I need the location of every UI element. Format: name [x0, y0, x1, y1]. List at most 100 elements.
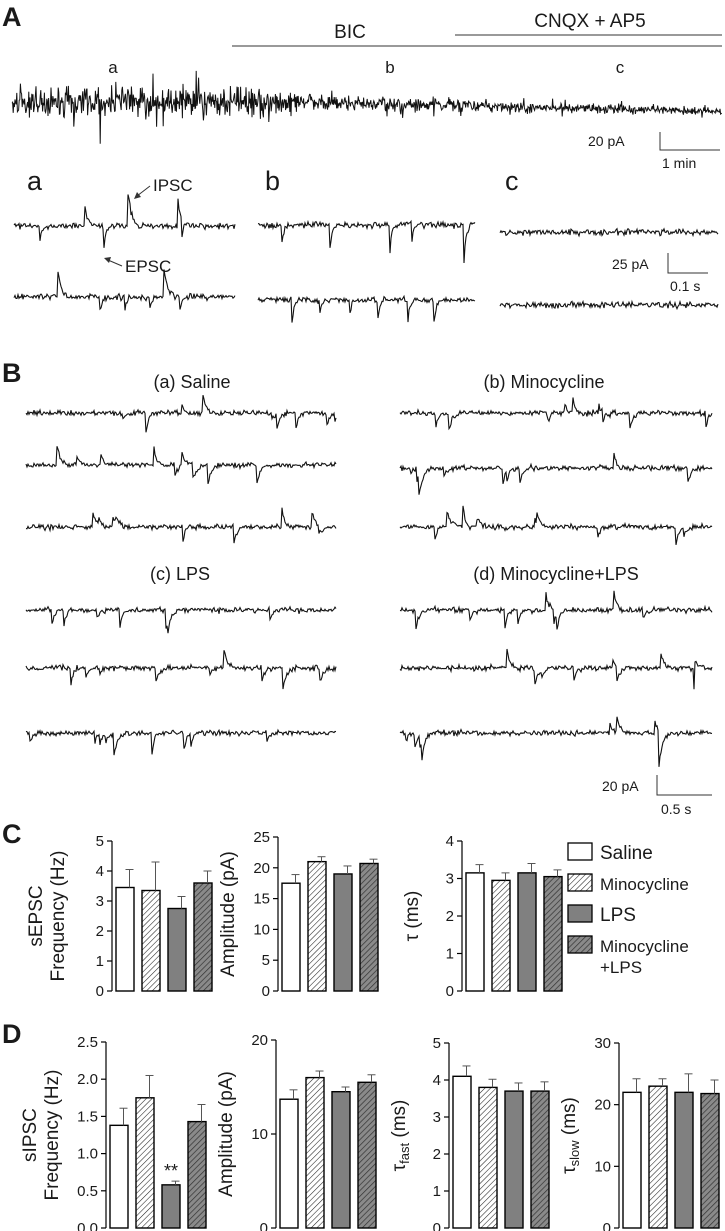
significance-label: **: [164, 1161, 178, 1181]
y-axis-label-2: Frequency (Hz): [48, 851, 69, 982]
panel-b-letter: B: [2, 358, 22, 388]
y-axis-label-2: Frequency (Hz): [42, 1070, 63, 1201]
cnqx-label: CNQX + AP5: [534, 11, 645, 32]
y-tick-label: 5: [262, 952, 270, 969]
y-tick-label: 30: [594, 1035, 611, 1052]
segment-label-c: c: [616, 58, 625, 77]
ipsc-label: IPSC: [153, 176, 193, 195]
y-tick-label: 3: [96, 893, 104, 910]
bar-saline: [281, 882, 301, 992]
bar-saline: [622, 1091, 642, 1229]
bic-label: BIC: [334, 22, 366, 43]
long-recording-trace: [11, 70, 723, 144]
y-tick-label: 2: [433, 1146, 441, 1163]
legend-label-minocycline: Minocycline: [600, 875, 689, 894]
trace-saline-3: [25, 507, 337, 544]
y-tick-label: 2: [446, 908, 454, 925]
group-title-minocycline-lps: (d) Minocycline+LPS: [473, 564, 639, 584]
ipsc-arrow: [136, 185, 151, 197]
inset-b-trace-1: [257, 219, 476, 264]
y-axis-label: Amplitude (pA): [216, 1071, 237, 1197]
y-tick-label: 25: [253, 829, 270, 846]
trace-minocycline-1: [399, 397, 713, 431]
bar-lps: [167, 907, 187, 992]
y-tick-label: 0: [96, 983, 104, 1000]
segment-label-a: a: [108, 58, 118, 77]
scale-inset-time: 0.1 s: [670, 278, 700, 294]
chart-d-amp: 0 10 20 Amplitude (pA): [216, 1032, 377, 1231]
bar-saline: [279, 1098, 299, 1229]
bar-minocycline-lps: [187, 1120, 207, 1229]
bar-lps: [331, 1090, 351, 1229]
y-tick-label: 1: [446, 946, 454, 963]
scale-inset-amp: 25 pA: [612, 256, 649, 272]
trace-minocycline-lps-3: [399, 716, 713, 767]
trace-minocycline-lps-2: [399, 648, 713, 690]
y-tick-label: 10: [251, 1126, 268, 1143]
bar-minocycline-lps: [193, 882, 213, 992]
bar-minocycline-lps: [359, 862, 379, 992]
y-tick-label: 2.5: [77, 1034, 98, 1051]
y-tick-label: 10: [253, 921, 270, 938]
y-tick-label: 10: [594, 1158, 611, 1175]
chart-d-freq: 0.0 0.5 1.0 1.5 2.0 2.5 sIPSC Frequency (Hz) **: [20, 1034, 207, 1231]
bar-minocycline: [307, 860, 327, 992]
inset-letter-a: a: [27, 166, 43, 196]
inset-a-trace-2: [13, 269, 236, 311]
trace-lps-1: [25, 605, 337, 634]
y-tick-label: 1.5: [77, 1108, 98, 1125]
trace-lps-2: [25, 650, 337, 690]
chart-c-amp: 0 5 10 15 20 25 Amplitude (pA): [218, 829, 379, 1000]
panel-d-letter: D: [2, 1019, 22, 1049]
group-title-minocycline: (b) Minocycline: [483, 372, 604, 392]
y-tick-label: 3: [446, 871, 454, 888]
segment-label-b: b: [385, 58, 394, 77]
scale-b-time: 0.5 s: [661, 801, 691, 817]
legend-label-saline: Saline: [600, 843, 653, 864]
inset-a-trace-1: [13, 194, 236, 248]
legend-swatch-minocycline-lps: [567, 935, 593, 954]
y-tick-label: 5: [96, 833, 104, 850]
bar-lps: [504, 1090, 524, 1229]
y-tick-label: 0.0: [77, 1220, 98, 1231]
trace-saline-1: [25, 394, 337, 433]
y-tick-label: 4: [446, 833, 454, 850]
bar-minocycline-lps: [700, 1092, 720, 1229]
chart-d-tfast: 0 1 2 3 4 5 τfast (ms): [389, 1035, 550, 1231]
legend-swatch-lps: [567, 904, 593, 923]
legend-label-minocycline-lps-2: +LPS: [600, 958, 642, 977]
y-axis-label: τ (ms): [402, 891, 423, 942]
inset-b-trace-2: [257, 294, 476, 323]
y-tick-label: 0: [433, 1220, 441, 1231]
scale-bar-b: [656, 775, 712, 796]
y-tick-label: 0: [260, 1220, 268, 1231]
bar-saline: [452, 1075, 472, 1229]
bar-lps: [517, 872, 537, 992]
trace-saline-2: [25, 446, 337, 485]
bar-minocycline-lps: [530, 1090, 550, 1229]
trace-minocycline-3: [399, 505, 713, 546]
chart-c-freq: 0 1 2 3 4 5 sEPSC Frequency (Hz): [26, 833, 213, 1000]
legend-label-minocycline-lps: Minocycline: [600, 937, 689, 956]
y-tick-label: 1: [96, 953, 104, 970]
y-tick-label: 0: [446, 983, 454, 1000]
y-tick-label: 20: [594, 1097, 611, 1114]
epsc-arrow: [107, 259, 123, 267]
y-tick-label: 4: [96, 863, 104, 880]
bar-lps: [333, 873, 353, 992]
bar-minocycline: [478, 1086, 498, 1229]
bar-minocycline: [141, 889, 161, 992]
bar-lps: [161, 1184, 181, 1229]
legend-swatch-minocycline: [567, 873, 593, 892]
trace-lps-3: [25, 728, 337, 756]
y-tick-label: 2.0: [77, 1071, 98, 1088]
inset-c-trace-2: [499, 299, 719, 311]
chart-c-tau: 0 1 2 3 4 τ (ms): [402, 833, 563, 1000]
ipsc-arrowhead: [134, 192, 141, 199]
y-tick-label: 3: [433, 1109, 441, 1126]
y-tick-label: 1: [433, 1183, 441, 1200]
scale-b-amp: 20 pA: [602, 778, 639, 794]
inset-c-trace-1: [499, 227, 719, 238]
group-title-lps: (c) LPS: [150, 564, 210, 584]
scale-main-time: 1 min: [662, 155, 696, 171]
